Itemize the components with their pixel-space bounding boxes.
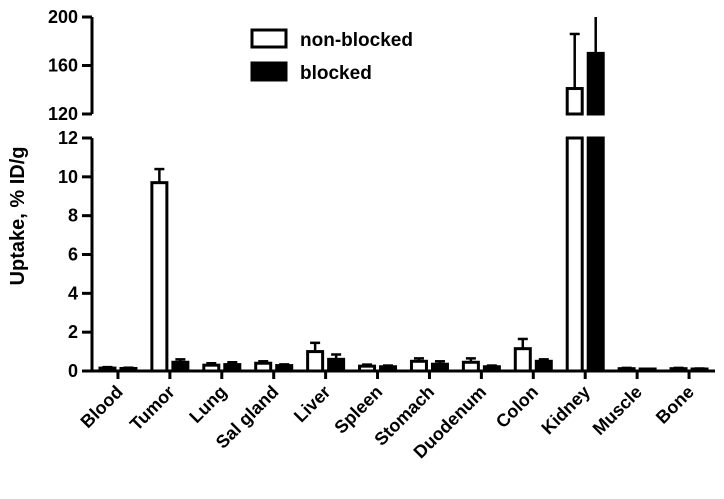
bar-non-blocked <box>461 360 480 373</box>
bar-non-blocked <box>409 359 428 373</box>
bar-blocked <box>119 366 138 373</box>
bar-non-blocked <box>513 347 532 373</box>
bar-blocked <box>327 357 346 373</box>
bar-blocked <box>586 51 605 116</box>
x-tick-label: Muscle <box>589 382 646 439</box>
y-tick-label: 8 <box>68 206 78 226</box>
bar-blocked <box>171 360 190 373</box>
y-tick-label: 0 <box>68 361 78 381</box>
y-axis-title: Uptake, % ID/g <box>7 147 29 286</box>
x-tick-label: Kidney <box>537 382 594 439</box>
bar-non-blocked <box>617 367 636 373</box>
bar-non-blocked <box>150 181 169 373</box>
x-tick-label: Colon <box>492 382 542 432</box>
y-tick-label: 200 <box>48 7 78 27</box>
bar-blocked <box>690 367 709 373</box>
bar-non-blocked <box>254 361 273 373</box>
bars <box>98 17 709 373</box>
y-tick-label: 12 <box>58 128 78 148</box>
legend-label-non-blocked: non-blocked <box>300 30 413 51</box>
bar-non-blocked <box>306 350 325 373</box>
bar-non-blocked <box>98 366 117 373</box>
x-tick-label: Liver <box>290 382 335 427</box>
y-tick-label: 10 <box>58 167 78 187</box>
legend: non-blocked blocked <box>250 28 413 84</box>
axis-break-gap <box>565 116 585 136</box>
y-tick-label: 4 <box>68 283 78 303</box>
bar-non-blocked <box>565 87 584 116</box>
bar-blocked <box>223 363 242 373</box>
bar-blocked <box>586 136 605 373</box>
bar-blocked <box>379 365 398 373</box>
y-tick-label: 160 <box>48 56 78 76</box>
legend-label-blocked: blocked <box>300 63 372 84</box>
x-tick-label: Blood <box>77 382 127 432</box>
bar-blocked <box>430 362 449 373</box>
bar-blocked <box>534 359 553 373</box>
y-tick-label: 2 <box>68 322 78 342</box>
legend-swatch-non-blocked <box>250 28 288 49</box>
bar-non-blocked <box>565 136 584 373</box>
legend-swatch-blocked <box>250 61 288 82</box>
bar-blocked <box>482 365 501 373</box>
y-tick-label: 6 <box>68 245 78 265</box>
bar-non-blocked <box>202 363 221 373</box>
bar-non-blocked <box>358 364 377 373</box>
axis-break-gap <box>586 116 606 136</box>
bar-blocked <box>638 367 657 373</box>
bar-non-blocked <box>669 367 688 373</box>
y-tick-label: 120 <box>48 104 78 124</box>
x-tick-label: Bone <box>652 382 698 428</box>
x-tick-label: Tumor <box>126 382 179 435</box>
bar-blocked <box>275 364 294 373</box>
x-tick-label: Lung <box>185 382 230 427</box>
